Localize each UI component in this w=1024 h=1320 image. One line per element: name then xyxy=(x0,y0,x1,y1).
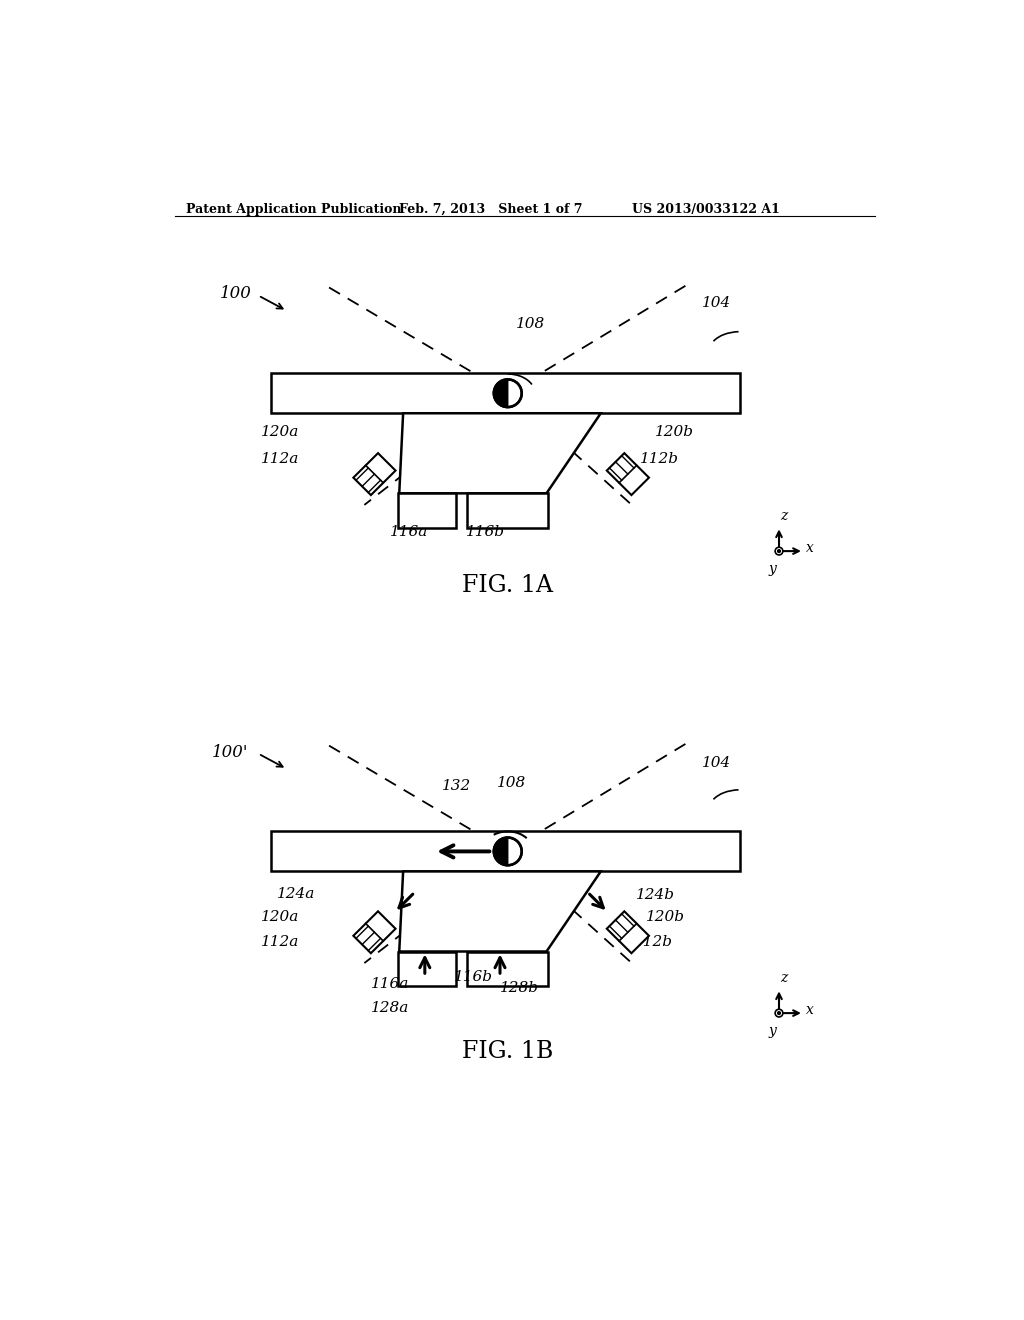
Polygon shape xyxy=(397,494,456,528)
Circle shape xyxy=(777,549,780,553)
Text: 132: 132 xyxy=(442,779,471,793)
Polygon shape xyxy=(399,871,601,952)
Text: 120a: 120a xyxy=(261,909,300,924)
Text: Feb. 7, 2013   Sheet 1 of 7: Feb. 7, 2013 Sheet 1 of 7 xyxy=(399,203,583,216)
Text: 100: 100 xyxy=(219,285,251,302)
Wedge shape xyxy=(494,838,508,866)
Text: 128b: 128b xyxy=(500,981,539,995)
Text: 112a: 112a xyxy=(261,935,300,949)
Polygon shape xyxy=(467,952,548,986)
Text: 112b: 112b xyxy=(634,935,673,949)
Text: 120b: 120b xyxy=(646,909,685,924)
Text: 104: 104 xyxy=(701,755,731,770)
Circle shape xyxy=(494,379,521,407)
Circle shape xyxy=(494,837,521,866)
Text: 108: 108 xyxy=(497,776,526,789)
Wedge shape xyxy=(494,379,508,407)
Text: 108: 108 xyxy=(515,317,545,331)
Text: US 2013/0033122 A1: US 2013/0033122 A1 xyxy=(632,203,779,216)
Polygon shape xyxy=(607,453,649,495)
Circle shape xyxy=(775,548,783,554)
Text: z: z xyxy=(780,510,787,524)
Text: 124a: 124a xyxy=(276,887,315,900)
Text: FIG. 1A: FIG. 1A xyxy=(462,574,553,597)
Polygon shape xyxy=(397,952,456,986)
Text: 100': 100' xyxy=(212,743,248,760)
Text: 112a: 112a xyxy=(261,451,300,466)
Text: 112b: 112b xyxy=(640,451,679,466)
Text: y: y xyxy=(768,1024,776,1038)
Text: x: x xyxy=(806,1003,814,1016)
Text: 116b: 116b xyxy=(466,525,505,539)
Circle shape xyxy=(775,1010,783,1016)
Polygon shape xyxy=(399,413,601,494)
Polygon shape xyxy=(467,494,548,528)
Text: 128a: 128a xyxy=(371,1001,409,1015)
Circle shape xyxy=(777,1011,780,1015)
Text: z: z xyxy=(780,972,787,985)
Polygon shape xyxy=(353,453,395,495)
Text: Patent Application Publication: Patent Application Publication xyxy=(186,203,401,216)
Text: 116a: 116a xyxy=(371,977,409,991)
Text: 120b: 120b xyxy=(655,425,694,438)
Text: y: y xyxy=(768,562,776,576)
Text: FIG. 1B: FIG. 1B xyxy=(462,1040,553,1063)
Polygon shape xyxy=(271,832,740,871)
Text: 104: 104 xyxy=(701,296,731,310)
Text: 116b: 116b xyxy=(454,970,493,983)
Polygon shape xyxy=(353,911,395,953)
Text: 120a: 120a xyxy=(261,425,300,438)
Text: 116a: 116a xyxy=(390,525,428,539)
Polygon shape xyxy=(271,374,740,413)
Text: x: x xyxy=(806,541,814,554)
Text: 124b: 124b xyxy=(636,888,676,902)
Polygon shape xyxy=(607,911,649,953)
